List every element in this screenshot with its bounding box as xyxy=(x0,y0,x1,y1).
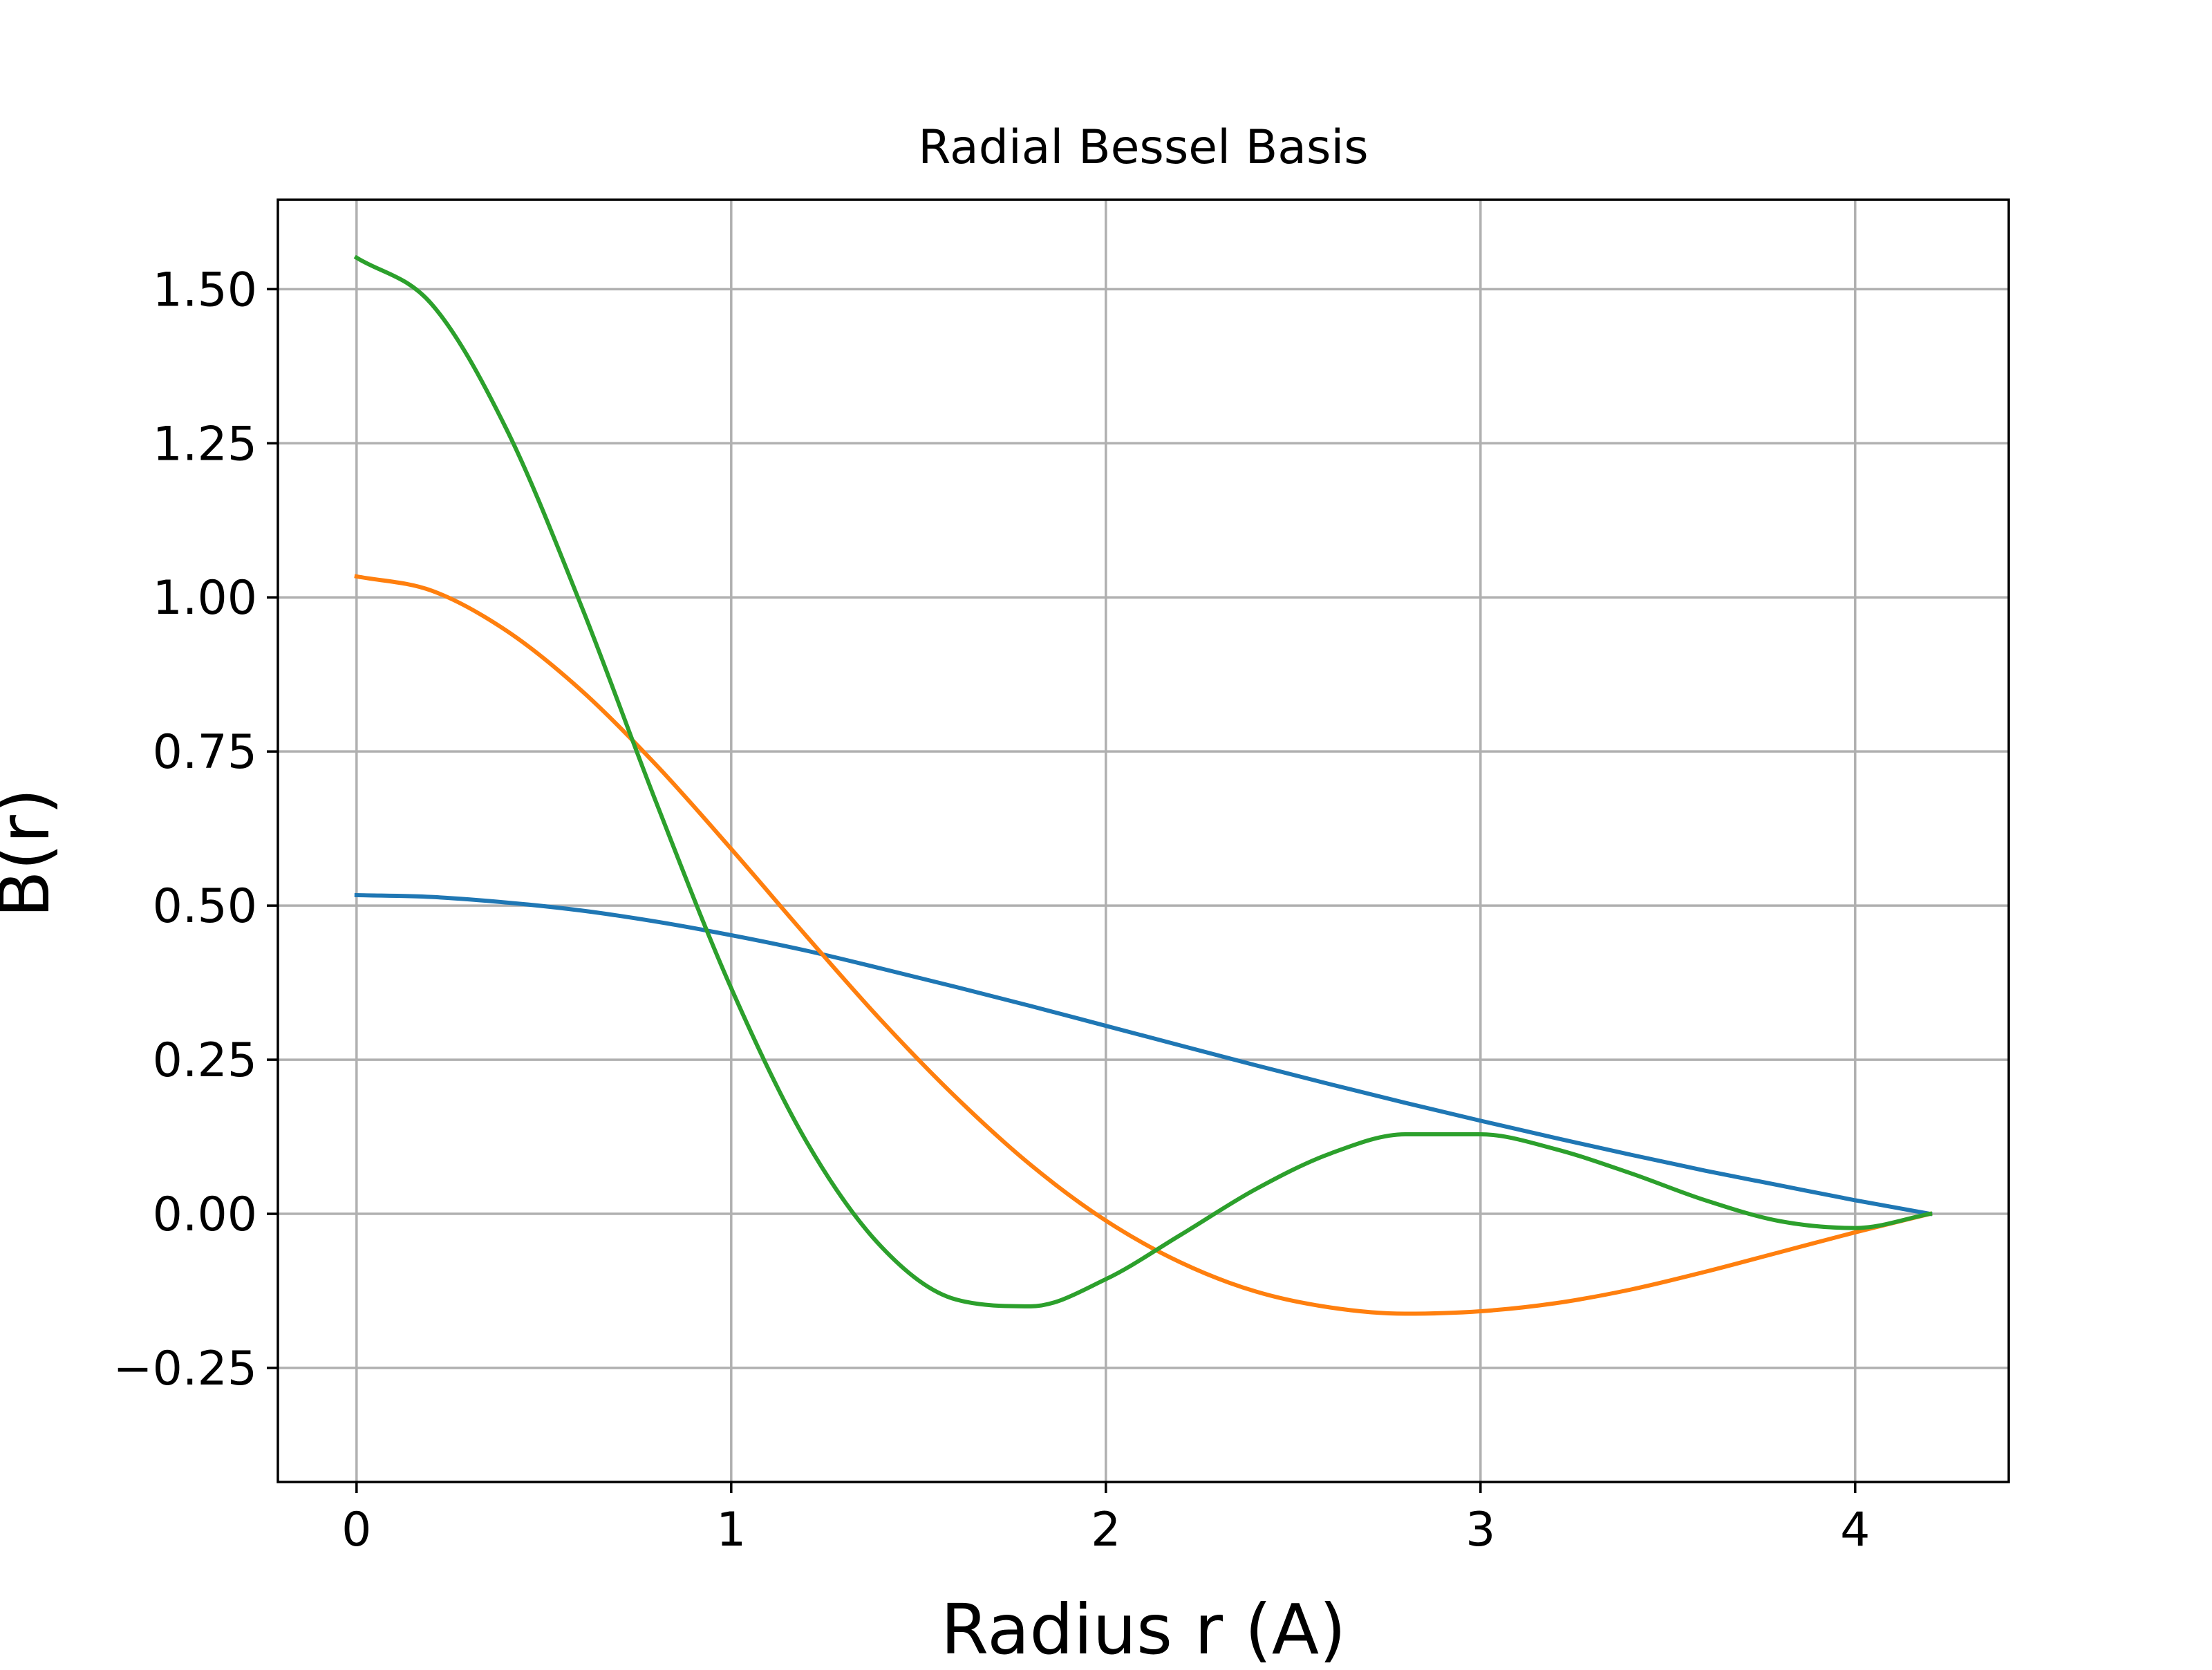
x-tick-label: 3 xyxy=(1465,1503,1495,1557)
y-tick-label: 0.25 xyxy=(153,1033,257,1088)
y-tick-label: 0.75 xyxy=(153,725,257,780)
chart-title: Radial Bessel Basis xyxy=(918,120,1369,175)
x-tick-label: 2 xyxy=(1091,1503,1121,1557)
series-lines xyxy=(353,254,1933,1316)
series-line-2 xyxy=(354,574,1933,1316)
y-tick-label: 1.00 xyxy=(153,571,257,626)
y-tick-label: 0.50 xyxy=(153,879,257,934)
x-tick-label: 4 xyxy=(1840,1503,1870,1557)
grid-lines xyxy=(278,200,2009,1482)
series-line-3 xyxy=(353,254,1933,1308)
plot-frame xyxy=(276,198,2010,1483)
y-axis-label: B(r) xyxy=(0,788,65,918)
series-line-1 xyxy=(354,892,1933,1217)
x-axis-label: Radius r (A) xyxy=(940,1589,1347,1670)
x-tick-label: 0 xyxy=(341,1503,371,1557)
axis-ticks: 0 1 2 3 4 −0.25 0.00 0.25 0.50 0.75 1.00 1.25 1.50 xyxy=(113,263,1871,1557)
y-tick-label: 0.00 xyxy=(153,1188,257,1242)
y-tick-label: 1.50 xyxy=(153,263,257,317)
y-tick-label: −0.25 xyxy=(113,1342,257,1396)
x-tick-label: 1 xyxy=(716,1503,746,1557)
y-tick-label: 1.25 xyxy=(153,417,257,471)
